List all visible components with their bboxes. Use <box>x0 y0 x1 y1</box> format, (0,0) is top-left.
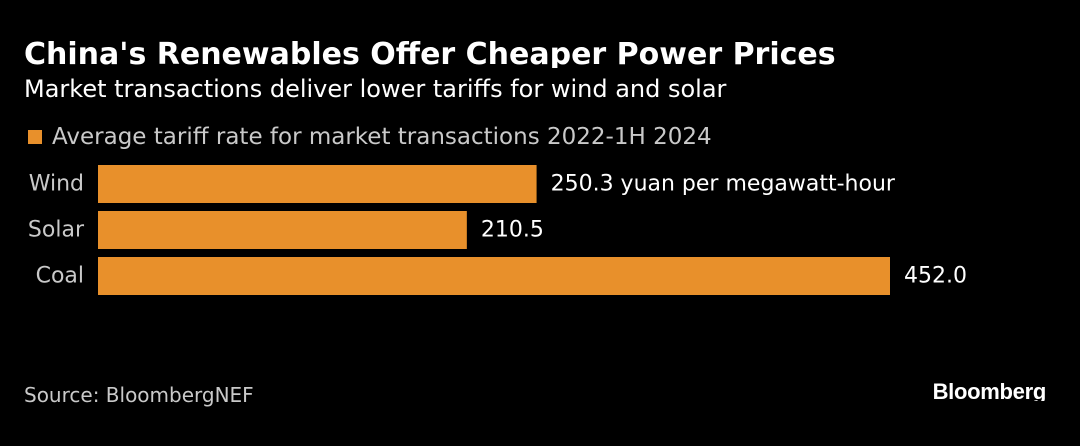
bar-wind <box>98 165 537 203</box>
chart-title: China's Renewables Offer Cheaper Power P… <box>24 37 836 68</box>
legend-swatch <box>28 130 42 144</box>
bar-chart: Wind 250.3 yuan per megawatt-hour Solar 210… <box>28 165 967 295</box>
legend-label: Average tariff rate for market transacti… <box>52 124 712 150</box>
category-label-solar: Solar <box>28 218 85 243</box>
bloomberg-logo: Bloomberg <box>932 379 1046 401</box>
bar-coal <box>98 257 890 295</box>
category-label-coal: Coal <box>36 264 84 289</box>
value-label-solar: 210.5 <box>481 218 544 243</box>
value-label-coal: 452.0 <box>904 264 967 289</box>
bar-solar <box>98 211 467 249</box>
chart-subtitle: Market transactions deliver lower tariff… <box>24 75 727 103</box>
legend: Average tariff rate for market transacti… <box>28 122 712 152</box>
category-label-wind: Wind <box>29 172 84 197</box>
value-label-wind: 250.3 yuan per megawatt-hour <box>551 172 896 197</box>
source-note: Source: BloombergNEF <box>24 383 254 407</box>
